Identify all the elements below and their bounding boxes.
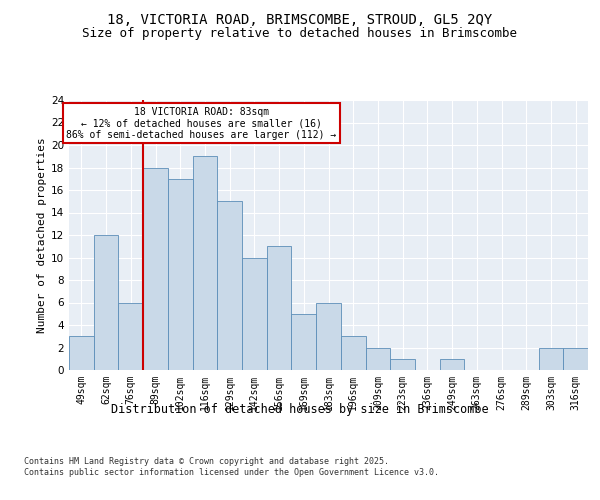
Text: 18 VICTORIA ROAD: 83sqm
← 12% of detached houses are smaller (16)
86% of semi-de: 18 VICTORIA ROAD: 83sqm ← 12% of detache… — [66, 107, 337, 140]
Bar — [168, 179, 193, 370]
Bar — [217, 201, 242, 370]
Bar — [193, 156, 217, 370]
Text: Size of property relative to detached houses in Brimscombe: Size of property relative to detached ho… — [83, 28, 517, 40]
Bar — [390, 359, 415, 370]
Bar — [94, 235, 118, 370]
Bar — [440, 359, 464, 370]
Bar — [292, 314, 316, 370]
Bar — [143, 168, 168, 370]
Y-axis label: Number of detached properties: Number of detached properties — [37, 137, 47, 333]
Text: Contains HM Land Registry data © Crown copyright and database right 2025.
Contai: Contains HM Land Registry data © Crown c… — [24, 458, 439, 477]
Bar — [69, 336, 94, 370]
Bar — [539, 348, 563, 370]
Bar — [118, 302, 143, 370]
Bar — [341, 336, 365, 370]
Bar — [563, 348, 588, 370]
Bar — [316, 302, 341, 370]
Bar — [365, 348, 390, 370]
Text: 18, VICTORIA ROAD, BRIMSCOMBE, STROUD, GL5 2QY: 18, VICTORIA ROAD, BRIMSCOMBE, STROUD, G… — [107, 12, 493, 26]
Bar — [242, 258, 267, 370]
Bar — [267, 246, 292, 370]
Text: Distribution of detached houses by size in Brimscombe: Distribution of detached houses by size … — [111, 402, 489, 415]
